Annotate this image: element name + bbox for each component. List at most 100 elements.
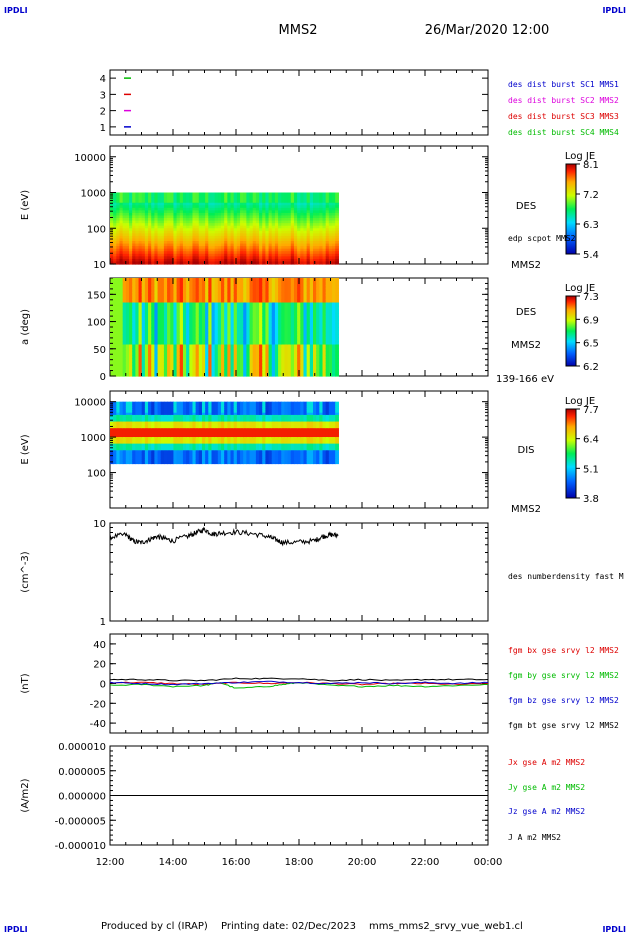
spectrogram-cell: [154, 200, 159, 204]
spectrogram-cell: [316, 316, 320, 321]
spectrogram-cell: [189, 330, 194, 335]
spectrogram-cell: [173, 233, 178, 237]
spectrogram-cell: [186, 362, 190, 367]
spectrogram-cell: [271, 323, 276, 328]
spectrogram-cell: [316, 295, 320, 300]
spectrogram-cell: [160, 428, 165, 431]
spectrogram-cell: [322, 207, 327, 211]
spectrogram-cell: [135, 299, 140, 304]
spectrogram-cell: [110, 421, 114, 425]
spectrogram-cell: [122, 412, 127, 416]
spectrogram-cell: [271, 192, 276, 196]
spectrogram-cell: [198, 200, 203, 204]
spectrogram-cell: [154, 299, 159, 304]
spectrogram-cell: [300, 313, 305, 318]
spectrogram-cell: [125, 443, 130, 447]
spectrogram-cell: [230, 334, 235, 339]
spectrogram-cell: [176, 316, 181, 321]
spectrogram-cell: [221, 243, 225, 247]
spectrogram-cell: [255, 323, 260, 328]
spectrogram-cell: [138, 452, 143, 456]
spectrogram-cell: [325, 337, 330, 342]
spectrogram-cell: [148, 337, 152, 342]
spectrogram-cell: [176, 258, 181, 263]
spectrogram-cell: [217, 309, 222, 314]
spectrogram-cell: [154, 228, 159, 232]
spectrogram-cell: [151, 365, 155, 370]
spectrogram-cell: [243, 235, 247, 240]
spectrogram-cell: [125, 327, 130, 332]
spectrogram-cell: [198, 253, 203, 257]
spectrogram-cell: [205, 344, 209, 349]
spectrogram-cell: [325, 320, 330, 325]
spectrogram-cell: [179, 197, 184, 201]
spectrogram-cell: [227, 299, 232, 304]
spectrogram-cell: [328, 253, 333, 257]
spectrogram-cell: [192, 210, 197, 214]
spectrogram-cell: [274, 246, 279, 250]
spectrogram-cell: [297, 334, 301, 339]
spectrogram-cell: [227, 230, 232, 234]
spectrogram-cell: [179, 437, 184, 440]
spectrogram-cell: [179, 432, 184, 436]
spectrogram-cell: [132, 212, 136, 217]
spectrogram-cell: [122, 253, 127, 257]
spectrogram-cell: [205, 192, 209, 196]
spectrogram-cell: [113, 246, 117, 250]
spectrogram-cell: [259, 327, 263, 332]
spectrogram-cell: [186, 341, 190, 346]
y-tick-label: 2: [100, 107, 106, 118]
spectrogram-cell: [335, 258, 339, 263]
spectrogram-cell: [141, 348, 146, 353]
spectrogram-cell: [284, 292, 289, 297]
spectrogram-cell: [240, 285, 244, 290]
spectrogram-cell: [176, 441, 181, 445]
spectrogram-cell: [138, 448, 143, 451]
spectrogram-cell: [148, 421, 152, 425]
spectrogram-cell: [151, 292, 155, 297]
spectrogram-cell: [116, 441, 121, 445]
spectrogram-cell: [198, 246, 203, 250]
spectrogram-cell: [325, 358, 330, 363]
spectrogram-cell: [151, 238, 155, 242]
spectrogram-cell: [221, 334, 225, 339]
spectrogram-cell: [125, 228, 130, 232]
spectrogram-cell: [116, 309, 121, 314]
spectrogram-cell: [138, 355, 143, 360]
spectrogram-cell: [290, 323, 295, 328]
spectrogram-cell: [119, 278, 124, 283]
spectrogram-cell: [116, 210, 121, 214]
spectrogram-cell: [167, 295, 171, 300]
spectrogram-cell: [300, 299, 305, 304]
spectrogram-cell: [151, 327, 155, 332]
spectrogram-cell: [252, 251, 257, 255]
spectrogram-cell: [163, 197, 168, 201]
spectrogram-cell: [227, 225, 232, 229]
spectrogram-cell: [284, 295, 289, 300]
spectrogram-cell: [332, 302, 336, 307]
spectrogram-cell: [110, 428, 114, 431]
spectrogram-cell: [132, 421, 136, 425]
spectrogram-cell: [230, 323, 235, 328]
spectrogram-cell: [157, 351, 162, 356]
spectrogram-cell: [201, 195, 206, 199]
spectrogram-cell: [309, 330, 314, 335]
spectrogram-cell: [335, 306, 339, 311]
spectrogram-cell: [119, 337, 124, 342]
spectrogram-cell: [135, 450, 140, 454]
spectrogram-cell: [160, 461, 165, 465]
spectrogram-cell: [170, 425, 175, 429]
spectrogram-cell: [160, 414, 165, 418]
spectrogram-cell: [129, 406, 133, 409]
spectrogram-cell: [195, 302, 200, 307]
spectrogram-cell: [240, 258, 244, 263]
spectrogram-cell: [113, 261, 117, 265]
spectrogram-cell: [293, 327, 298, 332]
spectrogram-cell: [246, 220, 251, 224]
spectrogram-cell: [160, 437, 165, 440]
spectrogram-cell: [316, 223, 320, 227]
spectrogram-cell: [236, 292, 241, 297]
spectrogram-cell: [252, 202, 257, 206]
instrument-label: DES: [516, 201, 536, 212]
spectrogram-cell: [287, 285, 292, 290]
